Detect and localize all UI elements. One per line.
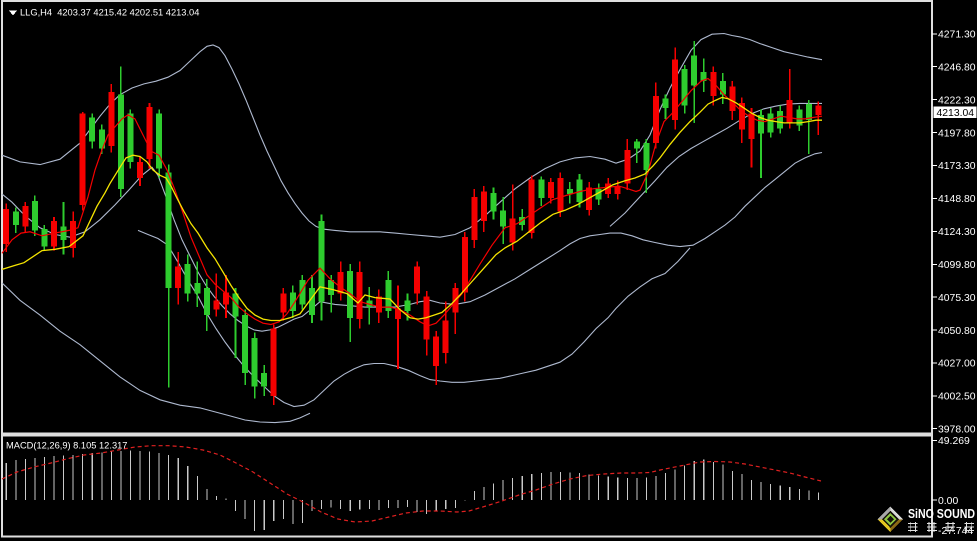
svg-text:MACD(12,26,9) 8.105 12.317: MACD(12,26,9) 8.105 12.317 xyxy=(6,441,127,451)
svg-text:4002.50: 4002.50 xyxy=(938,392,976,403)
svg-text:4222.30: 4222.30 xyxy=(938,95,976,106)
svg-text:4099.80: 4099.80 xyxy=(938,260,976,271)
svg-text:4027.00: 4027.00 xyxy=(938,359,976,370)
svg-text:-27.744: -27.744 xyxy=(938,526,973,537)
svg-text:4246.80: 4246.80 xyxy=(938,62,976,73)
svg-text:4271.30: 4271.30 xyxy=(938,30,976,41)
svg-text:4124.30: 4124.30 xyxy=(938,227,976,238)
svg-text:49.269: 49.269 xyxy=(938,436,970,447)
svg-text:4075.30: 4075.30 xyxy=(938,293,976,304)
svg-text:4213.04: 4213.04 xyxy=(937,108,975,119)
svg-text:3978.00: 3978.00 xyxy=(938,424,976,435)
svg-text:4148.80: 4148.80 xyxy=(938,194,976,205)
svg-text:4197.80: 4197.80 xyxy=(938,128,976,139)
svg-text:4050.80: 4050.80 xyxy=(938,326,976,337)
svg-text:4173.30: 4173.30 xyxy=(938,161,976,172)
svg-text:SiNO SOUND: SiNO SOUND xyxy=(908,506,975,521)
svg-text:0.00: 0.00 xyxy=(938,496,958,507)
svg-text:LLG,H4 4203.37 4215.42 4202.5: LLG,H4 4203.37 4215.42 4202.51 4213.04 xyxy=(20,8,199,18)
